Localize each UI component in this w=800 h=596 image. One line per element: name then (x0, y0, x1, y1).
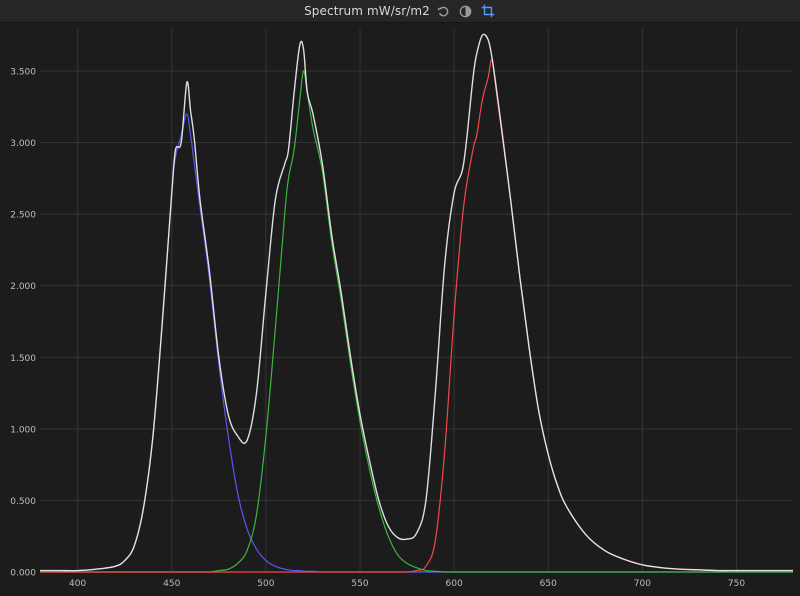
x-tick-label: 650 (540, 579, 557, 589)
series-line-total (39, 33, 793, 572)
x-tick-label: 750 (728, 579, 745, 589)
window-title: Spectrum mW/sr/m2 (304, 4, 430, 18)
x-tick-label: 600 (446, 579, 463, 589)
y-tick-label: 3.500 (10, 67, 36, 77)
x-tick-label: 450 (163, 579, 180, 589)
x-tick-label: 700 (634, 579, 651, 589)
x-tick-label: 400 (69, 579, 86, 589)
crop-icon[interactable] (480, 3, 496, 19)
y-tick-label: 2.500 (10, 211, 36, 221)
y-tick-label: 0.000 (10, 569, 36, 579)
series-line-green (40, 70, 793, 573)
y-tick-label: 0.500 (10, 497, 36, 507)
spectrum-chart: 0.000 0.500 1.000 1.500 2.000 2.500 3.000 3.500… (10, 28, 793, 589)
grid-lines (40, 28, 793, 573)
y-tick-labels: 0.000 0.500 1.000 1.500 2.000 2.500 3.000 3.500 (10, 67, 36, 578)
contrast-icon[interactable] (458, 3, 474, 19)
y-tick-label: 1.500 (10, 354, 36, 364)
x-tick-label: 500 (257, 579, 274, 589)
y-tick-label: 3.000 (10, 139, 36, 149)
series-lines (39, 33, 793, 573)
reset-icon[interactable] (436, 3, 452, 19)
x-tick-labels: 400 450 500 550 600 650 700 750 (69, 579, 745, 589)
y-tick-label: 1.000 (10, 425, 36, 435)
spectrum-plot[interactable]: 0.000 0.500 1.000 1.500 2.000 2.500 3.000 3.500… (0, 23, 800, 592)
y-tick-label: 2.000 (10, 282, 36, 292)
x-tick-label: 550 (351, 579, 368, 589)
series-line-blue (39, 113, 793, 573)
series-line-red (40, 58, 793, 573)
title-bar: Spectrum mW/sr/m2 (0, 0, 800, 23)
